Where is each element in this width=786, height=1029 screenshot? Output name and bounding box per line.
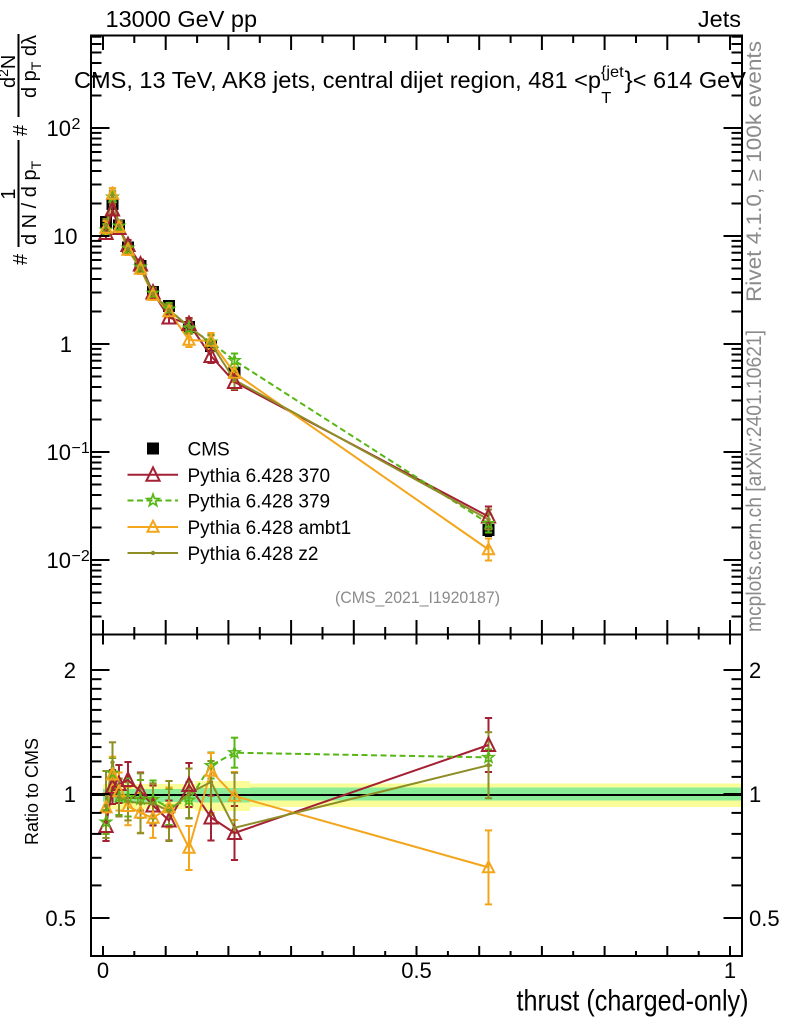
svg-text:0: 0: [97, 958, 109, 983]
svg-text:0.5: 0.5: [401, 958, 432, 983]
svg-text:1: 1: [724, 958, 736, 983]
svg-text:1: 1: [749, 782, 761, 807]
svg-text:0.5: 0.5: [45, 906, 76, 931]
svg-text:2: 2: [64, 658, 76, 683]
svg-text:1: 1: [64, 782, 76, 807]
svg-text:Pythia 6.428 370: Pythia 6.428 370: [188, 466, 331, 487]
svg-text:d2N: d2N: [0, 55, 20, 88]
svg-text:mcplots.cern.ch [arXiv:2401.10: mcplots.cern.ch [arXiv:2401.10621]: [743, 330, 766, 632]
svg-text:Pythia 6.428 ambt1: Pythia 6.428 ambt1: [188, 518, 352, 539]
svg-text:CMS: CMS: [188, 440, 230, 461]
svg-text:thrust (charged-only): thrust (charged-only): [517, 985, 749, 1018]
svg-text:(CMS_2021_I1920187): (CMS_2021_I1920187): [335, 588, 500, 607]
svg-text:13000 GeV pp: 13000 GeV pp: [106, 6, 258, 32]
svg-text:−2: −2: [72, 548, 90, 565]
svg-text:10: 10: [53, 224, 77, 249]
svg-text:1: 1: [60, 332, 72, 357]
svg-text:1: 1: [0, 188, 20, 199]
svg-text:2: 2: [749, 658, 761, 683]
svg-text:−1: −1: [72, 440, 90, 457]
svg-text:10: 10: [47, 548, 71, 573]
svg-text:10: 10: [47, 440, 71, 465]
svg-text:10: 10: [47, 116, 71, 141]
svg-text:0.5: 0.5: [749, 906, 780, 931]
svg-text:#: #: [10, 253, 32, 265]
svg-text:d N / d pT: d N / d pT: [19, 160, 44, 245]
svg-text:Ratio to CMS: Ratio to CMS: [22, 738, 42, 845]
svg-text:Jets: Jets: [698, 6, 741, 32]
svg-text:Pythia 6.428 379: Pythia 6.428 379: [188, 492, 331, 513]
svg-text:2: 2: [72, 116, 81, 133]
svg-text:Pythia 6.428 z2: Pythia 6.428 z2: [188, 544, 319, 565]
svg-text:#: #: [10, 124, 32, 136]
svg-text:Rivet 4.1.0, ≥ 100k events: Rivet 4.1.0, ≥ 100k events: [743, 41, 766, 302]
